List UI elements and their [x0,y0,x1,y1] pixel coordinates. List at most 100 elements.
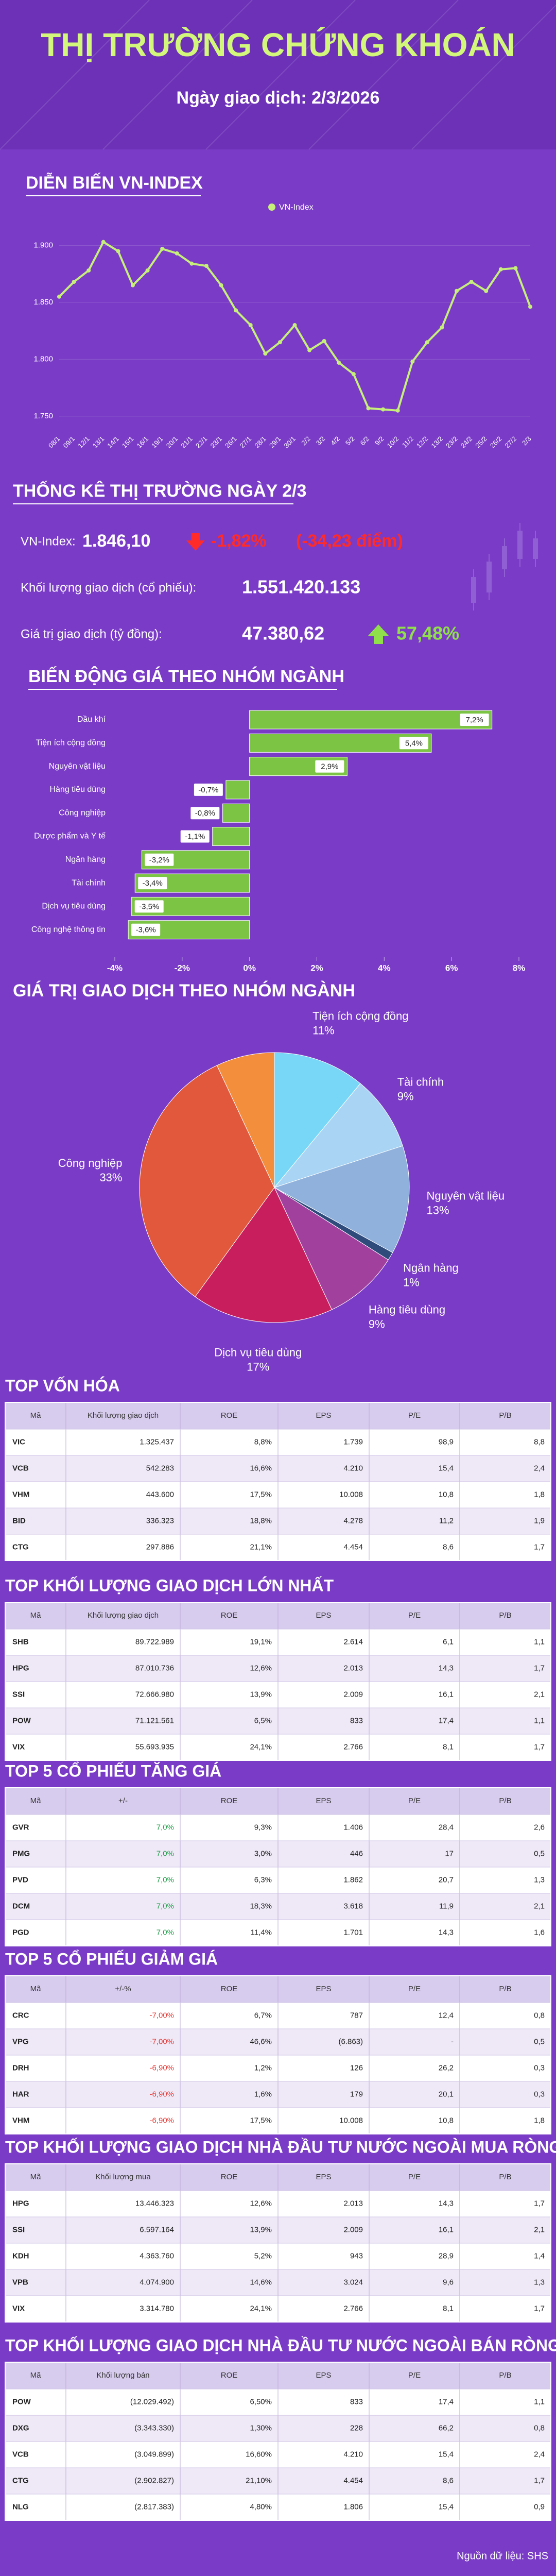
column-header: P/B [499,2173,511,2181]
table-cell: 10.008 [339,1490,363,1499]
table-cell: 18,3% [250,1902,272,1910]
table-cell: CTG [12,2476,29,2485]
section-title: THỐNG KÊ THỊ TRƯỜNG NGÀY 2/3 [13,481,306,501]
table-cell: CRC [12,2011,29,2020]
table-cell: 28,9 [439,2251,454,2260]
slice-value: 33% [99,1171,122,1184]
table-cell: 126 [350,2063,363,2072]
point [366,406,371,411]
column-header: Mã [30,2371,41,2380]
table-cell: 72.666.980 [135,1690,174,1699]
table-cell: 0,8 [534,2011,545,2020]
table-cell: (12.029.492) [130,2397,174,2406]
section-title: DIỄN BIẾN VN-INDEX [26,173,203,193]
table-cell: 14,3 [439,1928,454,1937]
point [292,323,297,328]
category-label: Công nghệ thông tin [31,925,106,934]
table-cell: 1,7 [534,2199,545,2208]
table-cell: 28,4 [439,1823,454,1832]
table-cell: 15,4 [439,2450,454,2459]
value-label: 2,9% [321,762,338,771]
table-cell: 71.121.561 [135,1716,174,1725]
table-cell: GVR [12,1823,29,1832]
table-title: TOP 5 CỔ PHIẾU GIẢM GIÁ [5,1950,218,1968]
column-header: EPS [316,2173,331,2181]
table-cell: 4,80% [250,2502,272,2511]
column-header: ROE [221,1985,238,1993]
point [469,280,474,284]
value-label-box [131,923,161,936]
category-label: Tài chính [72,878,106,887]
table-cell: 18,8% [250,1516,272,1525]
table-cell: - [451,2037,454,2046]
table-cell: 0,3 [534,2090,545,2098]
column-header: Mã [30,1985,41,1993]
table-cell: 2.614 [343,1637,363,1646]
table-cell: (6.863) [338,2037,363,2046]
table-cell: DRH [12,2063,29,2072]
page-title: THỊ TRƯỜNG CHỨNG KHOÁN [41,26,515,63]
table-border [5,1787,551,1946]
column-header: Khối lượng giao dịch [88,1611,159,1620]
table-title: TOP KHỐI LƯỢNG GIAO DỊCH NHÀ ĐẦU TƯ NƯỚC… [5,2336,556,2354]
table-cell: 9,3% [254,1823,272,1832]
point [410,359,415,364]
value-label-box [190,807,220,820]
point [277,340,282,345]
table-cell: 4.074.900 [140,2278,174,2286]
point [175,251,179,256]
table-cell: 1.806 [343,2502,363,2511]
table-cell: 0,9 [534,2502,545,2511]
category-label: Nguyên vật liệu [49,762,106,771]
table-cell: -6,90% [149,2090,174,2098]
y-tick-label: 1.750 [33,412,53,420]
point [381,407,386,412]
table-cell: 26,2 [439,2063,454,2072]
value-label-box [460,714,489,726]
point [322,339,326,343]
value-label-box [399,737,428,750]
table-cell: 7,0% [157,1823,174,1832]
up-arrow [368,624,389,644]
table-cell: 55.693.935 [135,1742,174,1751]
table-cell: 8,6 [443,1543,454,1551]
table-cell: 7,0% [157,1928,174,1937]
table-cell: DCM [12,1902,30,1910]
table-cell: 1,7 [534,2304,545,2313]
category-label: Dược phẩm và Y tế [34,832,106,841]
slice-value: 9% [369,1318,385,1331]
table-cell: 2,4 [534,1464,545,1472]
table-cell: 10,8 [439,1490,454,1499]
table-cell: 6,7% [254,2011,272,2020]
stat-label: Giá trị giao dịch (tỷ đồng): [21,627,162,641]
table-cell: 8,8% [254,1437,272,1446]
source: Nguồn dữ liệu: SHS [457,2550,548,2562]
point [395,408,400,413]
table-cell: 12,6% [250,2199,272,2208]
y-tick-label: 1.900 [33,241,53,249]
category-label: Tiện ích cộng đồng [36,739,106,748]
value-label-box [138,877,167,890]
table-cell: 0,8 [534,2424,545,2432]
stat-points: (-34,23 điểm) [296,531,403,551]
table-cell: 2,4 [534,2450,545,2459]
stat-label: Khối lượng giao dịch (cổ phiếu): [21,581,196,595]
slice-value: 9% [397,1090,414,1103]
value-label-box [134,900,164,913]
table-cell: 7,0% [157,1875,174,1884]
table-cell: VPG [12,2037,29,2046]
column-header: P/E [408,2173,421,2181]
category-label: Hàng tiêu dùng [49,785,106,794]
value-label-box [194,783,223,796]
table-cell: 2.013 [343,1664,363,1672]
table-cell: SSI [12,2225,25,2234]
value-label: -1,1% [185,832,205,841]
legend-label: VN-Index [279,203,314,212]
table-cell: (3.049.899) [134,2450,174,2459]
table-cell: 16,60% [246,2450,272,2459]
table-cell: 446 [350,1849,363,1858]
table-cell: 0,5 [534,1849,545,1858]
column-header: EPS [316,1611,331,1620]
table-cell: 46,6% [250,2037,272,2046]
